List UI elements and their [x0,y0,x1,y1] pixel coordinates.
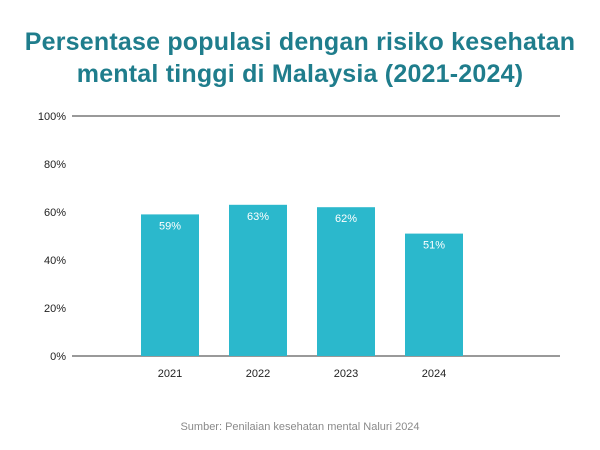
x-tick-label: 2021 [158,368,182,380]
y-tick-label: 0% [50,351,66,363]
y-tick-label: 100% [38,111,66,123]
bar-2024 [405,233,463,356]
x-tick-label: 2022 [246,368,270,380]
bar-2023 [317,207,375,356]
bar-data-label: 62% [335,213,357,225]
bar-data-label: 63% [247,211,269,223]
y-tick-label: 80% [44,159,66,171]
x-tick-label: 2024 [422,368,446,380]
bar-2022 [229,204,287,356]
source-note: Sumber: Penilaian kesehatan mental Nalur… [180,421,420,433]
x-tick-label: 2023 [334,368,358,380]
y-tick-label: 40% [44,255,66,267]
y-tick-label: 20% [44,303,66,315]
bar-data-label: 59% [159,220,181,232]
y-tick-label: 60% [44,207,66,219]
bar-2021 [141,214,199,356]
chart-title: Persentase populasi dengan risiko keseha… [24,28,576,88]
bar-data-label: 51% [423,240,445,252]
